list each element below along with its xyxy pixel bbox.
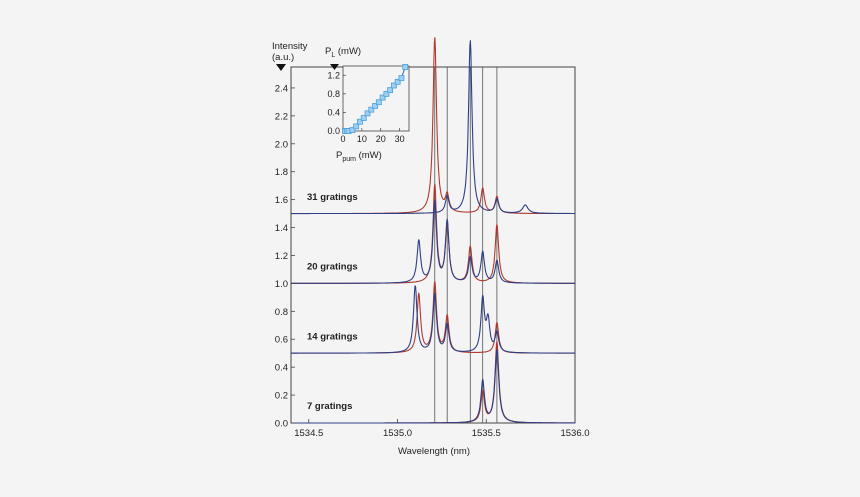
trace-label: 7 gratings xyxy=(307,401,352,412)
inset-data-point xyxy=(383,90,390,97)
inset-data-point xyxy=(353,123,360,130)
x-axis: 1534.5 1535.0 1535.5 1536.0 xyxy=(294,419,590,439)
inset-axes: 0.0 0.4 0.8 1.2 0 10 20 30 xyxy=(327,70,404,144)
trace-label: 31 gratings xyxy=(307,192,358,203)
y-tick-label: 1.2 xyxy=(275,251,288,262)
y-tick-label: 0.6 xyxy=(275,335,288,346)
y-tick-label: 0.4 xyxy=(275,363,288,374)
inset-frame xyxy=(342,65,410,132)
y-axis: 0.0 0.2 0.4 0.6 0.8 1.0 1.2 1.4 1.6 1.8 2.0 2.2 2.4 xyxy=(275,83,295,430)
y-tick-label: 1.4 xyxy=(275,223,288,234)
inset-data-point xyxy=(387,87,394,94)
inset-x-tick-label: 20 xyxy=(376,134,386,144)
spectrum-line-blue xyxy=(290,40,576,215)
inset-y-tick-label: 0.4 xyxy=(327,107,340,117)
y-tick-label: 2.4 xyxy=(275,83,288,94)
inset-data-point xyxy=(375,99,382,106)
y-tick-label: 1.8 xyxy=(275,167,288,178)
y-tick-label: 2.0 xyxy=(275,139,288,150)
inset-data-point xyxy=(391,82,397,89)
x-tick-label: 1534.5 xyxy=(294,428,323,439)
inset-x-tick-label: 30 xyxy=(395,134,405,144)
y-axis-title-line2: (a.u.) xyxy=(272,52,294,63)
spectrum-line-blue xyxy=(290,285,576,354)
inset-plot: 0.0 0.4 0.8 1.2 0 10 20 30 PL (mW) Ppum (mW) xyxy=(325,46,410,163)
y-axis-title-line1: Intensity xyxy=(272,41,308,52)
inset-data-point xyxy=(368,106,375,113)
y-tick-label: 0.2 xyxy=(275,391,288,402)
inset-data-point xyxy=(357,118,363,125)
spectrum-line-blue xyxy=(290,199,576,284)
inset-x-title: Ppum (mW) xyxy=(336,150,382,163)
inset-data-point xyxy=(364,110,371,117)
inset-data-point xyxy=(372,103,378,109)
x-tick-label: 1535.0 xyxy=(383,428,412,439)
y-tick-label: 1.6 xyxy=(275,195,288,206)
y-tick-label: 0.8 xyxy=(275,307,288,318)
inset-data-point xyxy=(398,75,405,81)
y-tick-label: 1.0 xyxy=(275,279,288,290)
inset-y-tick-label: 0.0 xyxy=(327,126,340,136)
inset-y-title: PL (mW) xyxy=(325,46,361,59)
inset-data-points xyxy=(341,64,409,134)
inset-data-point xyxy=(394,78,401,85)
spectrum-traces xyxy=(290,37,576,424)
trace-label: 14 gratings xyxy=(307,331,358,342)
x-axis-title: Wavelength (nm) xyxy=(398,446,470,457)
inset-y-tick-label: 0.8 xyxy=(327,89,340,99)
inset-y-arrow-icon xyxy=(330,64,339,70)
inset-data-point xyxy=(402,64,409,70)
inset-data-point xyxy=(360,115,367,121)
y-tick-label: 2.2 xyxy=(275,111,288,122)
spectrum-line-blue xyxy=(290,348,576,424)
spectra-plot: 0.00.20.40.60.81.01.21.41.61.82.02.22.4 … xyxy=(272,37,590,457)
inset-data-point xyxy=(379,94,386,101)
inset-y-tick-label: 1.2 xyxy=(327,70,340,80)
trace-label: 20 gratings xyxy=(307,262,358,273)
inset-x-tick-label: 10 xyxy=(357,134,367,144)
inset-data-point xyxy=(349,127,356,133)
trace-labels: 7 gratings 14 gratings 20 gratings 31 grati… xyxy=(307,192,358,412)
inset-x-tick-label: 0 xyxy=(340,134,345,144)
x-tick-label: 1535.5 xyxy=(472,428,501,439)
reference-lines xyxy=(434,67,498,423)
y-axis-arrow-icon xyxy=(276,64,286,71)
y-tick-label: 0.0 xyxy=(275,419,288,430)
x-tick-label: 1536.0 xyxy=(560,428,589,439)
